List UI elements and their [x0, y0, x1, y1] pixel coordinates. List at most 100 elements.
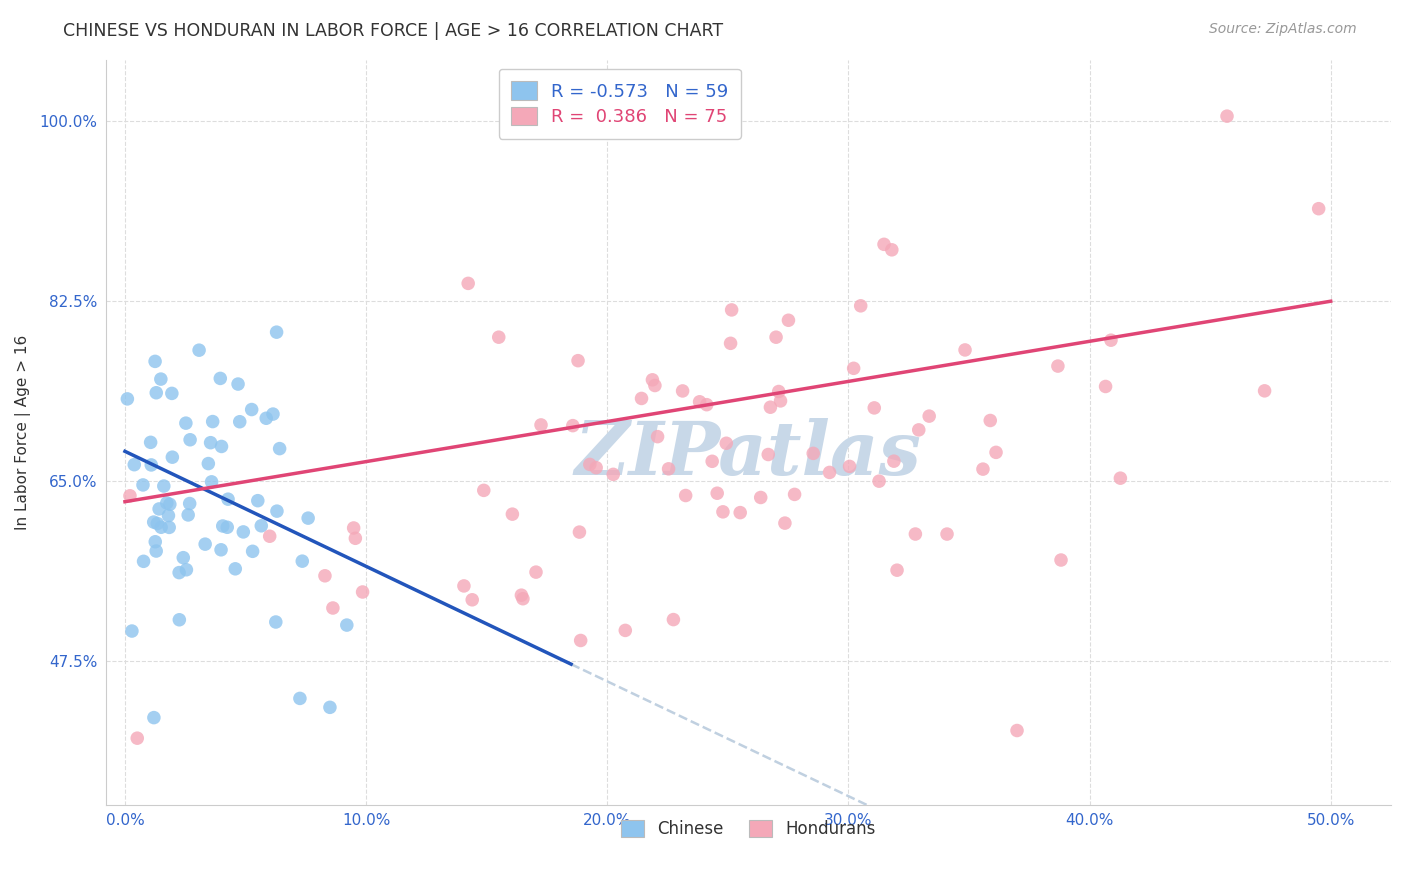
Point: [262, 407, 284, 421]
Point: [501, 507, 523, 521]
Point: [702, 454, 724, 468]
Point: [197, 457, 219, 471]
Point: [122, 458, 145, 472]
Point: [530, 417, 553, 432]
Point: [720, 336, 742, 351]
Point: [118, 489, 141, 503]
Point: [167, 566, 190, 580]
Point: [224, 562, 246, 576]
Point: [172, 550, 194, 565]
Point: [918, 409, 941, 424]
Point: [145, 544, 167, 558]
Point: [242, 544, 264, 558]
Point: [1308, 202, 1330, 216]
Point: [749, 491, 772, 505]
Point: [169, 613, 191, 627]
Point: [217, 520, 239, 534]
Point: [176, 563, 198, 577]
Point: [211, 440, 233, 454]
Point: [614, 624, 637, 638]
Point: [904, 527, 927, 541]
Legend: Chinese, Hondurans: Chinese, Hondurans: [614, 814, 883, 845]
Point: [1253, 384, 1275, 398]
Point: [266, 325, 288, 339]
Point: [756, 448, 779, 462]
Point: [716, 436, 738, 450]
Point: [863, 401, 886, 415]
Point: [1050, 553, 1073, 567]
Point: [711, 505, 734, 519]
Point: [246, 493, 269, 508]
Point: [783, 487, 806, 501]
Point: [1005, 723, 1028, 738]
Point: [457, 277, 479, 291]
Point: [149, 372, 172, 386]
Point: [675, 489, 697, 503]
Point: [569, 633, 592, 648]
Point: [512, 591, 534, 606]
Point: [765, 330, 787, 344]
Point: [229, 415, 252, 429]
Point: [461, 592, 484, 607]
Point: [159, 497, 181, 511]
Point: [720, 302, 742, 317]
Point: [153, 479, 176, 493]
Point: [1099, 333, 1122, 347]
Text: Source: ZipAtlas.com: Source: ZipAtlas.com: [1209, 22, 1357, 37]
Point: [132, 554, 155, 568]
Point: [217, 492, 239, 507]
Point: [585, 460, 607, 475]
Point: [200, 435, 222, 450]
Point: [211, 519, 233, 533]
Point: [143, 354, 166, 368]
Point: [174, 416, 197, 430]
Point: [226, 377, 249, 392]
Point: [209, 371, 232, 385]
Point: [689, 394, 711, 409]
Point: [568, 525, 591, 540]
Point: [194, 537, 217, 551]
Point: [266, 504, 288, 518]
Point: [352, 585, 374, 599]
Point: [291, 554, 314, 568]
Point: [602, 467, 624, 482]
Point: [179, 497, 201, 511]
Point: [561, 418, 583, 433]
Point: [472, 483, 495, 498]
Point: [838, 459, 860, 474]
Point: [818, 466, 841, 480]
Point: [314, 569, 336, 583]
Point: [132, 478, 155, 492]
Point: [453, 579, 475, 593]
Point: [936, 527, 959, 541]
Point: [150, 520, 173, 534]
Point: [250, 518, 273, 533]
Point: [319, 700, 342, 714]
Point: [148, 502, 170, 516]
Point: [160, 386, 183, 401]
Point: [200, 475, 222, 489]
Point: [567, 353, 589, 368]
Point: [179, 433, 201, 447]
Point: [264, 615, 287, 629]
Point: [143, 534, 166, 549]
Point: [157, 508, 180, 523]
Point: [886, 563, 908, 577]
Point: [706, 486, 728, 500]
Point: [1109, 471, 1132, 485]
Point: [984, 445, 1007, 459]
Point: [297, 511, 319, 525]
Point: [868, 474, 890, 488]
Point: [849, 299, 872, 313]
Point: [141, 458, 163, 472]
Point: [696, 398, 718, 412]
Point: [769, 393, 792, 408]
Point: [146, 516, 169, 531]
Point: [343, 521, 366, 535]
Point: [641, 373, 664, 387]
Point: [907, 423, 929, 437]
Point: [644, 378, 666, 392]
Text: CHINESE VS HONDURAN IN LABOR FORCE | AGE > 16 CORRELATION CHART: CHINESE VS HONDURAN IN LABOR FORCE | AGE…: [63, 22, 724, 40]
Point: [209, 542, 232, 557]
Text: ZIPatlas: ZIPatlas: [575, 418, 922, 491]
